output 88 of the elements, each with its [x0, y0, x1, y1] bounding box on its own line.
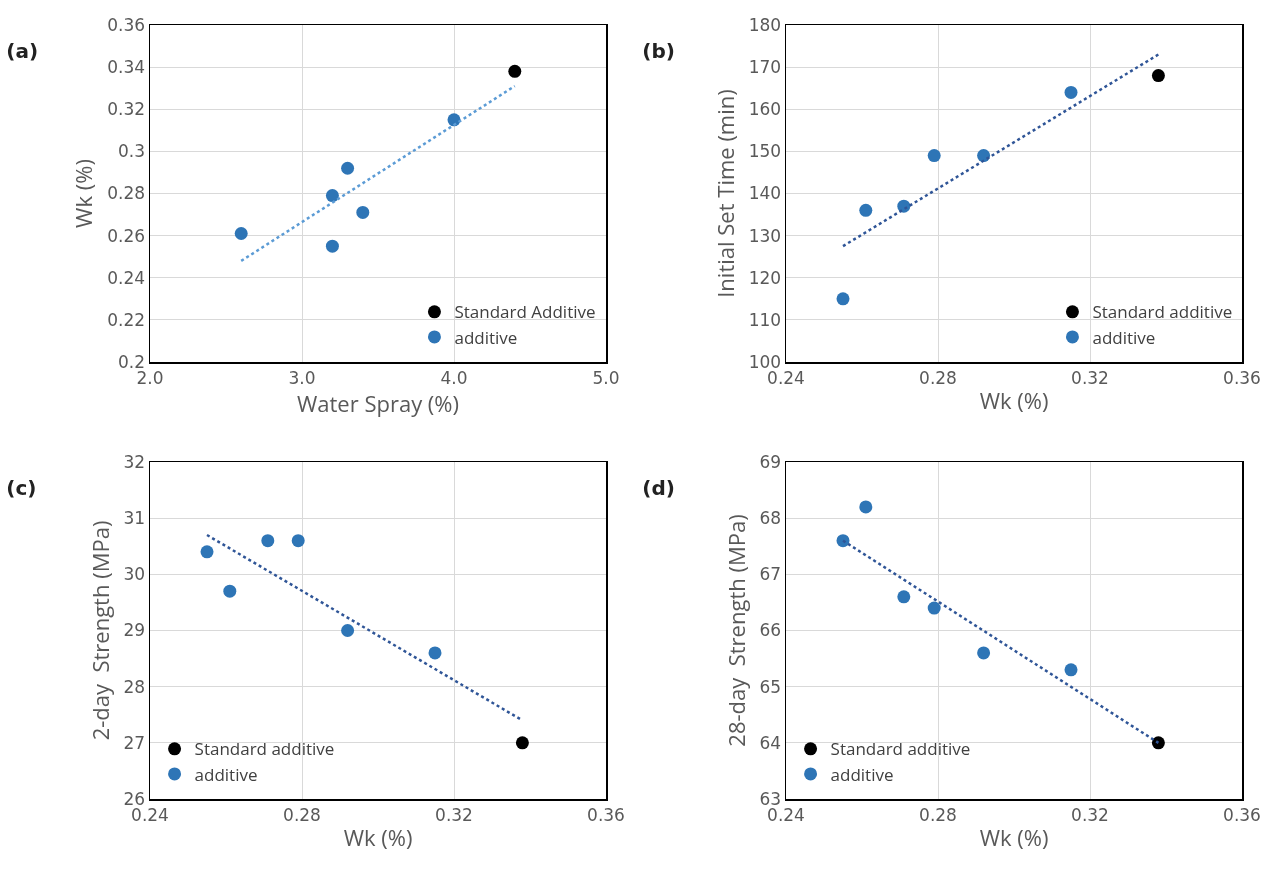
point [515, 736, 529, 750]
y-tick-label: 27 [123, 732, 146, 753]
y-tick-label: 30 [123, 564, 146, 585]
x-tick-label: 0.32 [1071, 804, 1109, 825]
point [428, 646, 442, 660]
y-tick-label: 29 [123, 620, 146, 641]
x-tick-label: 4.0 [440, 367, 468, 388]
x-tick-label: 0.32 [435, 804, 473, 825]
x-tick-label: 0.28 [919, 804, 957, 825]
text: (c) [6, 475, 37, 500]
y-tick-label: 130 [748, 225, 782, 246]
x-tick-label: 0.36 [1223, 804, 1261, 825]
y-tick-label: 160 [748, 99, 782, 120]
point [836, 534, 850, 548]
x-tick-label: 0.36 [1223, 367, 1261, 388]
point [927, 601, 941, 615]
legend-label: Standard additive [194, 737, 335, 761]
point [325, 189, 339, 203]
legend-label: Standard additive [1092, 300, 1233, 324]
legend-label: additive [1092, 325, 1156, 349]
x-tick-label: 0.36 [587, 804, 625, 825]
y-tick-label: 68 [759, 508, 782, 529]
x-tick-label: 0.28 [283, 804, 321, 825]
text: (d) [642, 475, 675, 500]
point [356, 205, 370, 219]
point [927, 149, 941, 163]
y-tick-label: 0.24 [107, 267, 146, 288]
y-tick-label: 66 [759, 620, 782, 641]
y-tick-label: 150 [748, 141, 782, 162]
legend-label: Standard additive [830, 737, 971, 761]
x-axis-title: Wk (%) [979, 384, 1049, 415]
x-axis-title: Wk (%) [343, 821, 413, 852]
y-tick-label: 28 [123, 676, 146, 697]
text: (a) [6, 38, 39, 63]
y-tick-label: 63 [759, 788, 782, 809]
text: (b) [642, 38, 675, 63]
point [1151, 69, 1165, 83]
y-tick-label: 110 [748, 309, 782, 330]
x-axis-title: Water Spray (%) [296, 387, 460, 418]
y-tick-label: 0.26 [107, 225, 146, 246]
point [508, 64, 522, 78]
point [341, 161, 355, 175]
legend-label: additive [830, 762, 894, 786]
point [1064, 663, 1078, 677]
point [341, 624, 355, 637]
y-tick-label: 0.3 [118, 141, 146, 162]
point [1151, 736, 1165, 750]
y-tick-label: 69 [759, 451, 782, 472]
x-tick-label: 0.32 [1071, 367, 1109, 388]
y-tick-label: 100 [748, 351, 782, 372]
y-tick-label: 0.36 [107, 14, 146, 35]
y-tick-label: 170 [748, 57, 782, 78]
point [836, 292, 850, 306]
y-tick-label: 0.28 [107, 183, 146, 204]
point [223, 584, 237, 598]
legend-label: Standard Additive [454, 300, 596, 324]
point [261, 534, 275, 548]
point [859, 500, 873, 514]
point [897, 590, 911, 604]
x-tick-label: 0.28 [919, 367, 957, 388]
point [859, 203, 873, 217]
y-tick-label: 64 [759, 732, 782, 753]
y-axis-title: Initial Set Time (min) [709, 89, 740, 298]
y-axis-title: 28-day Strength (MPa) [720, 514, 751, 747]
y-axis-title: 2-day Strength (MPa) [84, 520, 115, 741]
y-tick-label: 0.34 [107, 57, 146, 78]
y-tick-label: 32 [123, 451, 146, 472]
y-axis-title: Wk (%) [68, 159, 99, 228]
legend-label: additive [194, 762, 258, 786]
y-tick-label: 140 [748, 183, 782, 204]
point [200, 545, 214, 559]
y-tick-label: 0.22 [107, 309, 146, 330]
y-tick-label: 67 [759, 564, 782, 585]
y-tick-label: 31 [123, 508, 146, 529]
y-tick-label: 0.32 [107, 99, 146, 120]
y-tick-label: 180 [748, 14, 782, 35]
point [1064, 85, 1078, 99]
y-tick-label: 65 [759, 676, 782, 697]
point [234, 227, 248, 241]
point [291, 534, 305, 548]
point [325, 239, 339, 253]
point [977, 646, 991, 660]
x-tick-label: 3.0 [288, 367, 316, 388]
y-tick-label: 120 [748, 267, 782, 288]
x-tick-label: 5.0 [592, 367, 620, 388]
y-tick-label: 26 [123, 788, 146, 809]
legend-label: additive [454, 325, 518, 349]
x-axis-title: Wk (%) [979, 821, 1049, 852]
